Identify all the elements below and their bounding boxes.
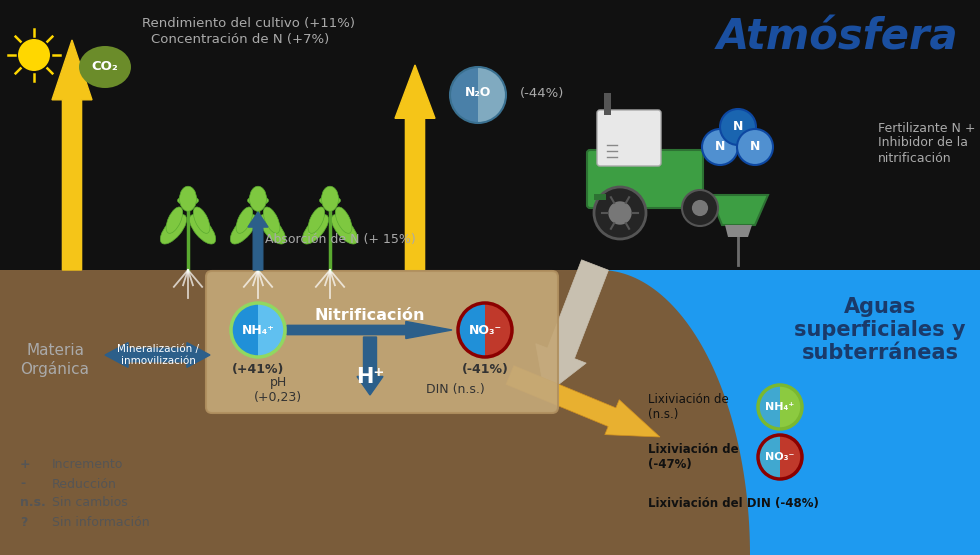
Wedge shape: [758, 435, 780, 479]
Text: -: -: [20, 477, 25, 491]
Ellipse shape: [303, 215, 328, 244]
Polygon shape: [395, 65, 435, 270]
Text: Lixiviación de
(n.s.): Lixiviación de (n.s.): [648, 393, 729, 421]
Text: N₂O: N₂O: [465, 85, 491, 98]
Ellipse shape: [166, 207, 182, 233]
Text: n.s.: n.s.: [20, 497, 46, 509]
Text: Aguas
superficiales y
subterráneas: Aguas superficiales y subterráneas: [794, 297, 965, 363]
Circle shape: [594, 187, 646, 239]
Text: Lixiviación de
(-47%): Lixiviación de (-47%): [648, 443, 739, 471]
Ellipse shape: [250, 186, 267, 211]
Text: +: +: [20, 458, 30, 472]
Text: ?: ?: [20, 516, 27, 528]
Wedge shape: [450, 67, 478, 123]
Text: Mineralización /
inmovilización: Mineralización / inmovilización: [117, 344, 199, 366]
Text: Sin información: Sin información: [52, 516, 150, 528]
Wedge shape: [758, 385, 780, 429]
Wedge shape: [478, 67, 506, 123]
Text: Fertilizante N +
Inhibidor de la
nitrificación: Fertilizante N + Inhibidor de la nitrifi…: [878, 122, 975, 164]
Ellipse shape: [321, 186, 338, 211]
Text: pH
(+0,23): pH (+0,23): [254, 376, 302, 404]
Text: DIN (n.s.): DIN (n.s.): [425, 384, 484, 396]
Text: Atmósfera: Atmósfera: [717, 16, 958, 58]
Text: (-41%): (-41%): [462, 364, 509, 376]
Text: Concentración de N (+7%): Concentración de N (+7%): [151, 33, 329, 46]
Ellipse shape: [331, 215, 358, 244]
Ellipse shape: [335, 207, 352, 233]
Text: Absorción de N (+ 15%): Absorción de N (+ 15%): [265, 234, 416, 246]
Text: N: N: [714, 140, 725, 154]
Text: NO₃⁻: NO₃⁻: [468, 324, 502, 336]
Ellipse shape: [79, 46, 131, 88]
Text: Nitrificación: Nitrificación: [315, 307, 425, 322]
Ellipse shape: [248, 196, 269, 205]
Polygon shape: [248, 212, 268, 270]
Ellipse shape: [177, 196, 198, 205]
Wedge shape: [458, 303, 485, 357]
Polygon shape: [357, 337, 383, 395]
Bar: [0, 270, 980, 555]
Text: Reducción: Reducción: [52, 477, 117, 491]
Text: NH₄⁺: NH₄⁺: [241, 324, 274, 336]
Ellipse shape: [260, 215, 285, 244]
Wedge shape: [231, 303, 258, 357]
FancyBboxPatch shape: [587, 150, 703, 208]
Text: N: N: [750, 140, 760, 154]
FancyBboxPatch shape: [597, 110, 661, 166]
Circle shape: [720, 109, 756, 145]
Polygon shape: [600, 270, 980, 555]
Ellipse shape: [264, 207, 280, 233]
Polygon shape: [105, 342, 210, 367]
Polygon shape: [52, 40, 92, 270]
Ellipse shape: [319, 196, 340, 205]
Text: H⁺: H⁺: [356, 367, 384, 387]
Circle shape: [609, 201, 632, 225]
Bar: [594, 194, 606, 200]
FancyBboxPatch shape: [206, 271, 558, 413]
Polygon shape: [725, 225, 752, 237]
Text: Sin cambios: Sin cambios: [52, 497, 127, 509]
Circle shape: [18, 39, 50, 71]
Wedge shape: [780, 435, 802, 479]
Polygon shape: [287, 321, 452, 339]
Circle shape: [737, 129, 773, 165]
Text: CO₂: CO₂: [91, 60, 119, 73]
Ellipse shape: [189, 215, 216, 244]
Circle shape: [692, 200, 709, 216]
Wedge shape: [780, 385, 802, 429]
Text: N: N: [733, 120, 743, 134]
Text: Materia
Orgánica: Materia Orgánica: [21, 343, 89, 377]
Ellipse shape: [230, 215, 257, 244]
Ellipse shape: [179, 186, 197, 211]
Text: NH₄⁺: NH₄⁺: [765, 402, 795, 412]
Text: NO₃⁻: NO₃⁻: [765, 452, 795, 462]
Polygon shape: [536, 260, 609, 395]
Ellipse shape: [161, 215, 186, 244]
Ellipse shape: [308, 207, 324, 233]
Bar: [604, 93, 611, 115]
Text: (+41%): (+41%): [232, 364, 284, 376]
Wedge shape: [258, 303, 285, 357]
Text: Lixiviación del DIN (-48%): Lixiviación del DIN (-48%): [648, 497, 819, 509]
Text: Incremento: Incremento: [52, 458, 123, 472]
Polygon shape: [710, 195, 768, 225]
Polygon shape: [506, 366, 660, 437]
Text: Rendimiento del cultivo (+11%): Rendimiento del cultivo (+11%): [141, 17, 355, 29]
Circle shape: [682, 190, 718, 226]
Wedge shape: [485, 303, 512, 357]
Ellipse shape: [193, 207, 210, 233]
Ellipse shape: [236, 207, 253, 233]
Text: (-44%): (-44%): [520, 87, 564, 99]
Circle shape: [702, 129, 738, 165]
